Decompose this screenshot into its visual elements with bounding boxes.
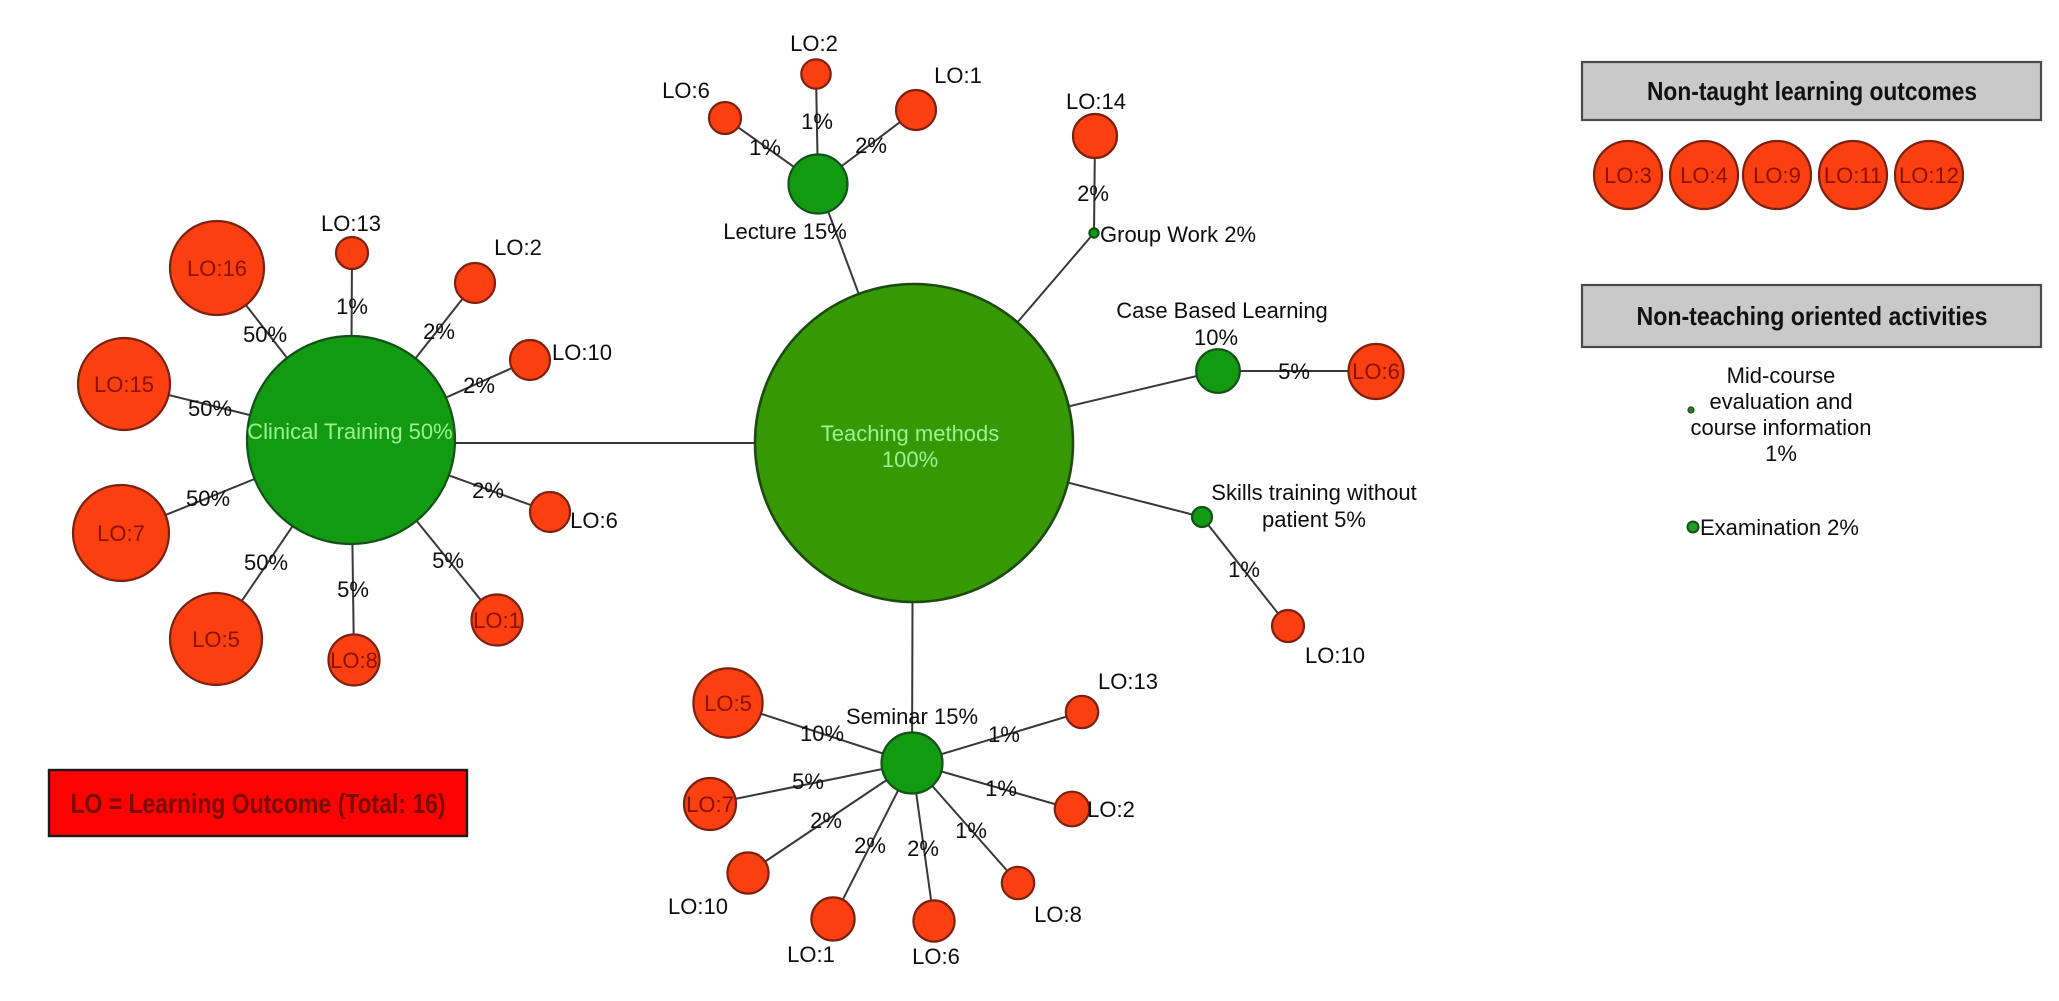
svg-text:LO:1: LO:1 (787, 942, 835, 967)
svg-text:Group Work 2%: Group Work 2% (1100, 222, 1256, 247)
svg-text:Skills training without: Skills training without (1211, 480, 1416, 505)
svg-text:LO:8: LO:8 (1034, 902, 1082, 927)
svg-text:1%: 1% (955, 818, 987, 843)
svg-text:LO:5: LO:5 (704, 691, 752, 716)
svg-text:50%: 50% (188, 396, 232, 421)
svg-text:LO:1: LO:1 (473, 608, 521, 633)
svg-text:LO:10: LO:10 (1305, 643, 1365, 668)
svg-text:LO:14: LO:14 (1066, 89, 1126, 114)
svg-text:LO:16: LO:16 (187, 256, 247, 281)
svg-text:LO:13: LO:13 (321, 211, 381, 236)
svg-text:LO:2: LO:2 (494, 235, 542, 260)
svg-text:5%: 5% (1278, 359, 1310, 384)
svg-text:100%: 100% (882, 447, 938, 472)
svg-text:LO:13: LO:13 (1098, 669, 1158, 694)
svg-text:course information: course information (1691, 415, 1872, 440)
svg-text:5%: 5% (792, 769, 824, 794)
svg-text:LO:5: LO:5 (192, 627, 240, 652)
svg-text:50%: 50% (244, 550, 288, 575)
svg-text:1%: 1% (801, 109, 833, 134)
svg-text:10%: 10% (1194, 325, 1238, 350)
svg-text:LO:6: LO:6 (662, 78, 710, 103)
svg-text:50%: 50% (243, 322, 287, 347)
svg-text:5%: 5% (337, 577, 369, 602)
svg-text:LO:7: LO:7 (97, 521, 145, 546)
svg-text:LO:9: LO:9 (1753, 163, 1801, 188)
svg-text:LO:2: LO:2 (1087, 797, 1135, 822)
svg-text:LO:4: LO:4 (1680, 163, 1728, 188)
svg-text:2%: 2% (810, 808, 842, 833)
svg-text:1%: 1% (336, 294, 368, 319)
svg-text:2%: 2% (855, 133, 887, 158)
svg-text:2%: 2% (423, 319, 455, 344)
svg-text:10%: 10% (800, 721, 844, 746)
svg-text:LO:6: LO:6 (570, 508, 618, 533)
svg-text:LO:2: LO:2 (790, 31, 838, 56)
svg-text:evaluation and: evaluation and (1709, 389, 1852, 414)
svg-text:LO = Learning Outcome (Total:: LO = Learning Outcome (Total: 16) (71, 788, 446, 819)
svg-text:2%: 2% (854, 833, 886, 858)
svg-text:1%: 1% (1765, 441, 1797, 466)
svg-text:2%: 2% (1077, 181, 1109, 206)
svg-text:Teaching methods: Teaching methods (821, 421, 1000, 446)
svg-text:Lecture 15%: Lecture 15% (723, 219, 847, 244)
svg-text:LO:7: LO:7 (686, 792, 734, 817)
svg-text:5%: 5% (432, 548, 464, 573)
svg-text:Clinical Training 50%: Clinical Training 50% (247, 419, 452, 444)
svg-text:LO:3: LO:3 (1604, 163, 1652, 188)
svg-text:1%: 1% (749, 135, 781, 160)
svg-text:1%: 1% (988, 722, 1020, 747)
svg-text:LO:10: LO:10 (552, 340, 612, 365)
svg-text:LO:10: LO:10 (668, 894, 728, 919)
svg-text:LO:15: LO:15 (94, 372, 154, 397)
svg-text:LO:8: LO:8 (330, 648, 378, 673)
svg-text:Non-teaching oriented activiti: Non-teaching oriented activities (1637, 301, 1988, 331)
svg-text:50%: 50% (186, 486, 230, 511)
svg-text:Examination 2%: Examination 2% (1700, 515, 1859, 540)
svg-text:2%: 2% (463, 373, 495, 398)
svg-text:1%: 1% (1228, 557, 1260, 582)
svg-text:Mid-course: Mid-course (1727, 363, 1836, 388)
svg-text:Seminar 15%: Seminar 15% (846, 704, 978, 729)
svg-text:Non-taught learning outcomes: Non-taught learning outcomes (1647, 76, 1977, 106)
svg-text:LO:6: LO:6 (912, 944, 960, 969)
svg-text:2%: 2% (472, 478, 504, 503)
svg-text:LO:12: LO:12 (1899, 163, 1959, 188)
svg-text:LO:6: LO:6 (1352, 359, 1400, 384)
svg-text:2%: 2% (907, 836, 939, 861)
svg-text:1%: 1% (985, 776, 1017, 801)
svg-text:LO:11: LO:11 (1824, 163, 1882, 188)
svg-text:patient 5%: patient 5% (1262, 507, 1366, 532)
svg-text:Case Based Learning: Case Based Learning (1116, 298, 1328, 323)
svg-text:LO:1: LO:1 (934, 63, 982, 88)
